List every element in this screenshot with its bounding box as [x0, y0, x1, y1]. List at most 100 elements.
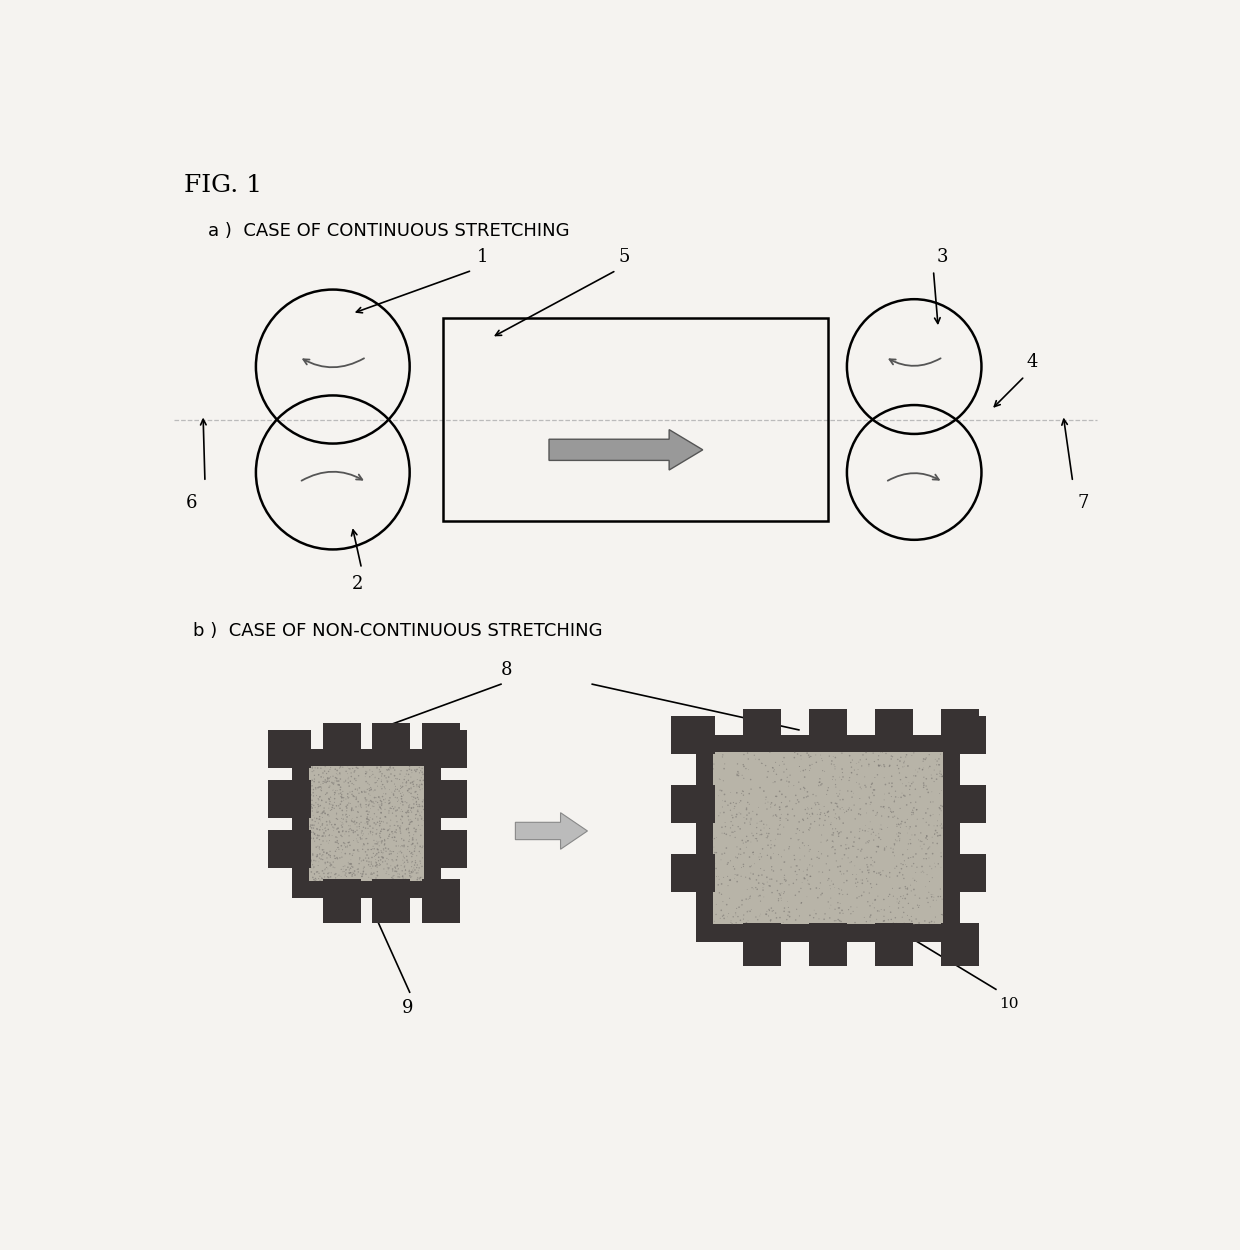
Point	[893, 845, 913, 865]
Point	[841, 896, 861, 916]
Point	[926, 820, 946, 840]
Point	[377, 771, 397, 791]
Point	[351, 798, 371, 818]
Point	[887, 914, 906, 934]
Point	[402, 762, 422, 782]
Point	[405, 782, 425, 802]
Point	[365, 804, 384, 824]
Point	[822, 831, 842, 851]
Point	[800, 855, 820, 875]
FancyArrow shape	[549, 430, 703, 470]
Point	[761, 898, 781, 918]
Point	[305, 811, 325, 831]
Point	[801, 866, 821, 886]
Point	[854, 766, 874, 786]
Point	[334, 809, 353, 829]
Point	[393, 867, 413, 887]
Point	[874, 840, 894, 860]
Point	[373, 848, 393, 868]
Point	[306, 792, 326, 812]
Point	[341, 771, 361, 791]
Point	[315, 756, 335, 776]
Point	[770, 824, 790, 844]
Point	[869, 756, 889, 776]
Point	[911, 822, 931, 842]
Point	[341, 762, 361, 782]
Point	[859, 862, 879, 882]
Point	[397, 764, 417, 784]
Point	[889, 826, 909, 846]
Point	[342, 800, 362, 820]
Point	[926, 755, 946, 775]
Point	[905, 885, 925, 905]
Point	[837, 835, 857, 855]
Point	[771, 846, 791, 866]
Point	[386, 859, 405, 879]
Point	[771, 882, 791, 902]
Point	[379, 790, 399, 810]
Point	[868, 886, 888, 906]
Point	[412, 768, 432, 788]
Point	[859, 819, 879, 839]
Point	[304, 795, 324, 815]
Point	[931, 842, 951, 862]
Point	[394, 836, 414, 856]
Point	[828, 910, 848, 930]
Point	[310, 806, 330, 826]
Point	[828, 879, 848, 899]
Point	[331, 756, 351, 776]
Point	[372, 791, 392, 811]
Point	[708, 875, 728, 895]
Point	[366, 824, 386, 844]
Point	[317, 831, 337, 851]
Point	[775, 865, 795, 885]
Point	[403, 834, 423, 854]
Point	[353, 859, 373, 879]
Point	[728, 761, 748, 781]
Point	[846, 874, 866, 894]
Point	[883, 808, 903, 828]
Point	[312, 840, 332, 860]
Point	[787, 819, 807, 839]
Point	[931, 780, 951, 800]
Point	[774, 840, 794, 860]
Point	[374, 776, 394, 796]
Point	[910, 889, 930, 909]
Point	[890, 815, 910, 835]
Point	[882, 802, 901, 822]
Point	[334, 859, 353, 879]
Point	[361, 840, 381, 860]
Point	[309, 765, 329, 785]
Point	[317, 859, 337, 879]
Point	[408, 800, 428, 820]
Point	[383, 869, 403, 889]
Point	[897, 745, 916, 765]
Point	[751, 846, 771, 866]
Point	[379, 801, 399, 821]
Point	[882, 910, 901, 930]
Point	[312, 802, 332, 822]
Point	[339, 758, 358, 778]
Point	[341, 859, 361, 879]
Point	[405, 838, 425, 858]
Point	[781, 858, 801, 878]
Point	[300, 778, 320, 798]
Point	[763, 758, 782, 778]
Point	[795, 779, 815, 799]
Point	[888, 750, 908, 770]
Point	[367, 759, 387, 779]
Point	[795, 869, 815, 889]
Point	[405, 821, 425, 841]
Point	[895, 786, 915, 806]
Point	[358, 834, 378, 854]
Point	[317, 864, 337, 884]
Point	[842, 750, 862, 770]
Point	[305, 758, 325, 778]
Point	[818, 892, 838, 912]
Point	[727, 794, 746, 814]
Point	[325, 782, 345, 802]
Point	[825, 759, 844, 779]
Point	[353, 834, 373, 854]
Point	[353, 864, 373, 884]
Point	[372, 831, 392, 851]
